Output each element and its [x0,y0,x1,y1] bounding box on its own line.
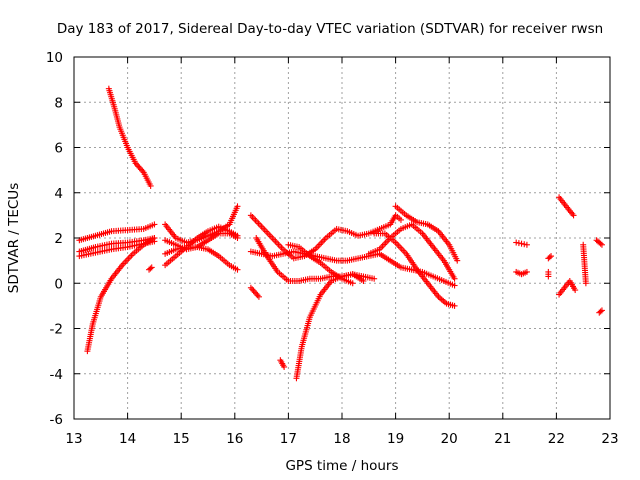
data-point [254,292,261,299]
x-tick-label: 14 [119,431,136,447]
y-tick-label: 2 [54,231,63,247]
y-tick-label: 6 [54,141,63,157]
data-point [234,235,241,241]
y-axis-label: SDTVAR / TECUs [6,183,22,293]
data-points [76,85,605,382]
data-point [570,212,577,219]
data-point [598,307,605,314]
x-tick-label: 23 [601,431,618,447]
x-axis-label: GPS time / hours [285,458,398,474]
data-point [360,277,367,284]
y-tick-label: 4 [54,186,63,202]
data-point [138,166,144,173]
y-tick-label: 10 [46,50,63,66]
data-point [249,286,256,293]
y-tick-label: 0 [54,276,63,292]
data-point [247,284,254,291]
x-tick-label: 22 [548,431,565,447]
data-point [548,253,555,260]
x-tick-label: 18 [333,431,350,447]
data-point [597,240,604,247]
data-point [234,266,241,273]
data-point [518,240,525,247]
data-point [397,216,404,223]
x-tick-label: 20 [441,431,458,447]
data-point [136,164,143,171]
data-point [135,163,142,170]
y-tick-label: 8 [54,95,63,111]
y-tick-label: -2 [50,322,63,338]
data-point [281,363,288,370]
data-point [250,287,257,294]
data-point [371,275,378,282]
data-point [255,293,262,300]
data-point [151,221,158,228]
data-point [515,240,522,247]
x-tick-label: 17 [280,431,297,447]
data-point [523,268,530,275]
data-point [451,275,458,282]
y-tick-label: -6 [50,412,63,428]
x-tick-label: 21 [494,431,511,447]
grid [74,57,610,419]
data-point [598,241,605,248]
data-point [253,290,260,297]
data-point [572,287,579,294]
data-point [451,302,458,309]
chart-title: Day 183 of 2017, Sidereal Day-to-day VTE… [57,21,603,37]
data-point [523,241,530,248]
data-point [454,257,461,264]
y-tick-label: -4 [50,367,63,383]
data-point [513,239,520,246]
x-tick-label: 13 [65,431,82,447]
x-tick-label: 19 [387,431,404,447]
data-point [451,282,458,289]
x-tick-label: 15 [173,431,190,447]
data-point [251,289,258,296]
x-tick-label: 16 [226,431,243,447]
plot-frame [73,56,611,420]
data-point [151,235,158,241]
data-point [234,203,241,210]
data-point [349,280,356,287]
data-point [148,264,155,271]
axes: 13 14 15 16 17 18 19 20 21 22 23 -6 -4 -2 0 2 4 6 8 10 [46,50,619,447]
data-point [147,182,154,189]
data-point [147,265,154,272]
data-point [521,241,528,248]
data-point [582,280,589,287]
data-point [545,273,552,280]
data-point [546,254,553,261]
data-point [597,308,604,315]
